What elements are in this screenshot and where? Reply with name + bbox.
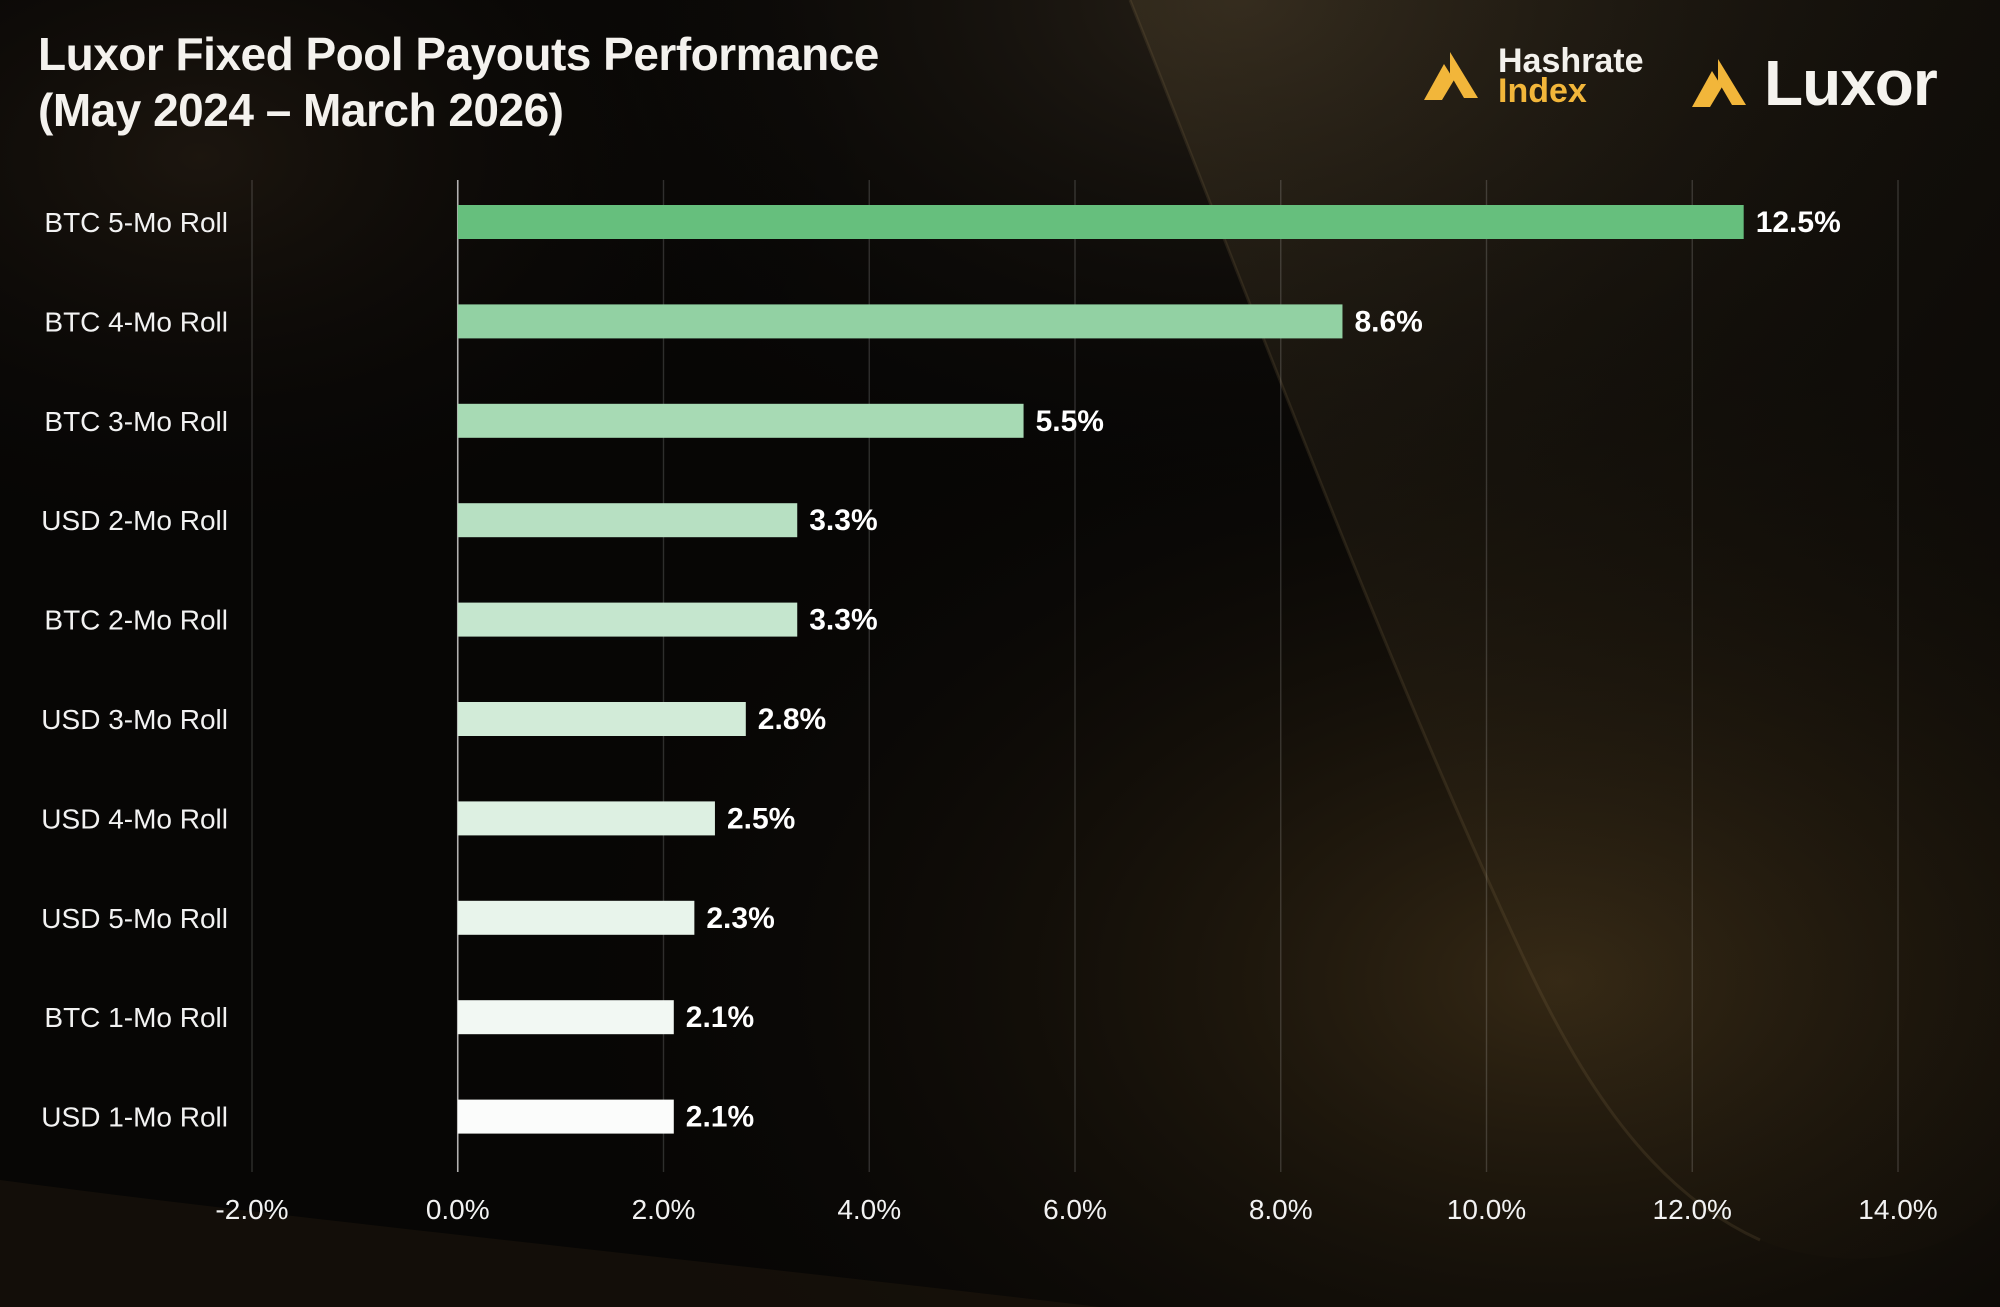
bar — [457, 205, 1744, 239]
category-label: USD 5-Mo Roll — [41, 903, 228, 934]
data-label: 12.5% — [1756, 206, 1841, 239]
x-tick-labels: -2.0% 0.0% 2.0% 4.0% 6.0% 8.0% 10.0% 12.0% 14.0% — [215, 1194, 1937, 1225]
bar — [457, 900, 695, 935]
category-label: BTC 4-Mo Roll — [44, 306, 228, 337]
category-label: BTC 5-Mo Roll — [44, 207, 228, 238]
value-labels: 12.5% 8.6% 5.5% 3.3% 3.3% 2.8% 2.5% 2.3% 2.1% 2.1… — [686, 206, 1841, 1134]
category-label: USD 2-Mo Roll — [41, 505, 228, 536]
data-label: 2.1% — [686, 1101, 754, 1134]
luxor-wordmark: Luxor — [1764, 47, 1938, 119]
x-tick-label: 12.0% — [1653, 1194, 1732, 1225]
category-label: USD 3-Mo Roll — [41, 704, 228, 735]
bar — [457, 1000, 674, 1035]
data-label: 3.3% — [809, 604, 877, 637]
bar — [457, 602, 798, 637]
x-tick-label: 2.0% — [632, 1194, 696, 1225]
x-tick-label: 14.0% — [1858, 1194, 1937, 1225]
title-line-1: Luxor Fixed Pool Payouts Performance — [38, 28, 879, 80]
bar — [457, 304, 1343, 339]
chart-title: Luxor Fixed Pool Payouts Performance (Ma… — [38, 26, 879, 138]
bar — [457, 1099, 674, 1134]
data-label: 2.5% — [727, 802, 795, 835]
x-tick-label: 0.0% — [426, 1194, 490, 1225]
data-label: 2.1% — [686, 1001, 754, 1034]
bars — [457, 205, 1744, 1134]
category-label: BTC 1-Mo Roll — [44, 1002, 228, 1033]
luxor-triangle-icon — [1692, 59, 1746, 107]
bar — [457, 403, 1024, 438]
luxor-logo: Luxor — [1688, 47, 1938, 119]
category-label: USD 1-Mo Roll — [41, 1102, 228, 1133]
category-labels: BTC 5-Mo Roll BTC 4-Mo Roll BTC 3-Mo Roll U… — [41, 207, 228, 1133]
x-tick-label: 10.0% — [1447, 1194, 1526, 1225]
bar — [457, 702, 746, 736]
luxor-triangle-icon — [1424, 52, 1478, 100]
data-label: 3.3% — [809, 504, 877, 537]
x-tick-label: -2.0% — [215, 1194, 288, 1225]
x-tick-label: 4.0% — [837, 1194, 901, 1225]
category-label: BTC 2-Mo Roll — [44, 605, 228, 636]
title-line-2: (May 2024 – March 2026) — [38, 84, 564, 136]
data-label: 8.6% — [1354, 305, 1422, 338]
x-tick-label: 6.0% — [1043, 1194, 1107, 1225]
category-label: BTC 3-Mo Roll — [44, 406, 228, 437]
hashrate-index-line1: Hashrate — [1498, 42, 1644, 80]
bar — [457, 503, 798, 538]
data-label: 2.8% — [758, 703, 826, 736]
x-tick-label: 8.0% — [1249, 1194, 1313, 1225]
data-label: 5.5% — [1036, 405, 1104, 438]
data-label: 2.3% — [706, 902, 774, 935]
category-label: USD 4-Mo Roll — [41, 803, 228, 834]
hashrate-index-logo: Hashrate Index — [1420, 42, 1644, 110]
hashrate-index-line2: Index — [1498, 72, 1587, 110]
bar — [457, 801, 715, 836]
